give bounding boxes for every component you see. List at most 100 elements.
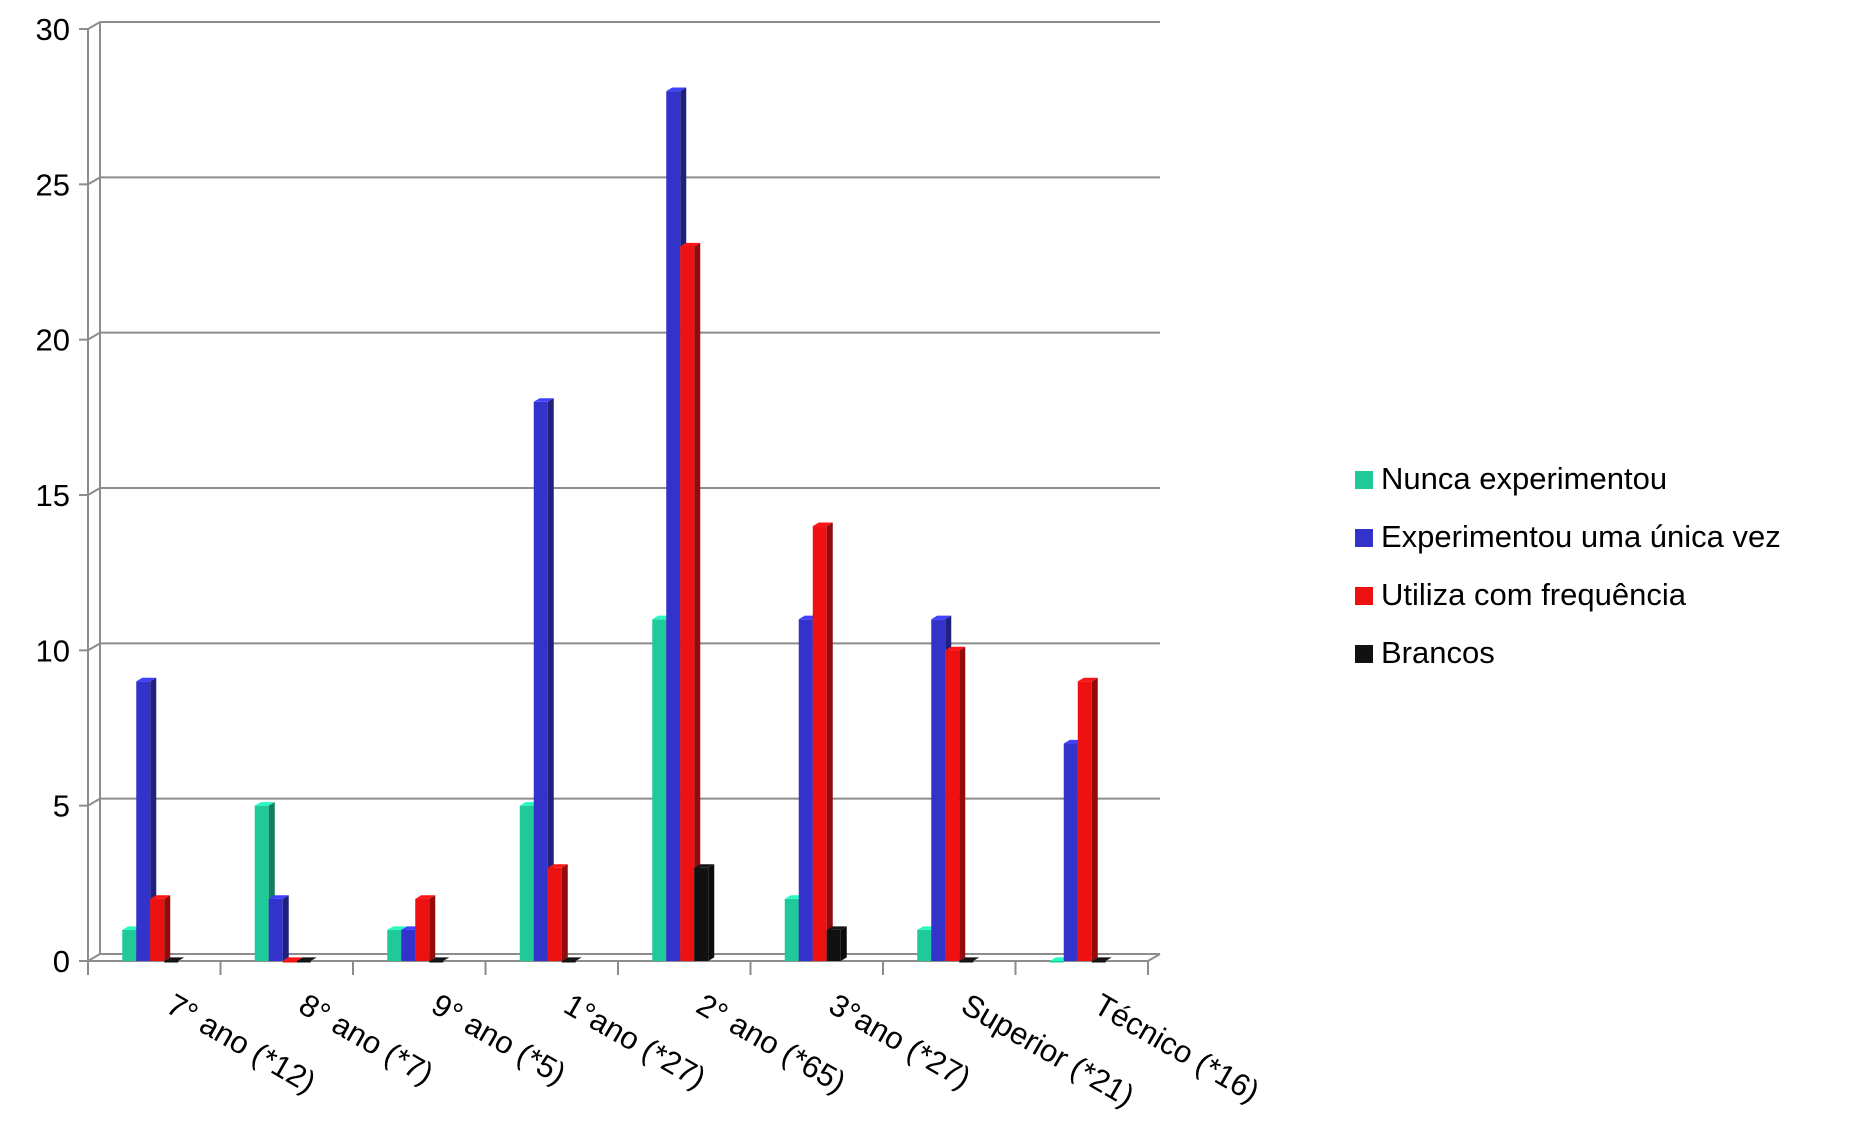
bar-front — [959, 961, 974, 963]
bar — [268, 895, 289, 961]
bar-front — [1049, 961, 1064, 963]
bar — [680, 242, 701, 961]
gridline-depth — [87, 797, 101, 807]
bar-front — [150, 898, 165, 961]
bar-top — [812, 522, 833, 527]
gridline-depth — [87, 21, 101, 30]
legend-swatch — [1355, 645, 1373, 663]
bar-front — [136, 681, 151, 961]
bar-side — [164, 895, 171, 961]
bar-front — [268, 898, 283, 961]
bar-top — [415, 895, 436, 899]
bar-front — [652, 619, 667, 961]
bar — [150, 895, 171, 961]
bar — [694, 864, 715, 961]
bar-side — [282, 895, 289, 961]
bar — [164, 957, 185, 963]
bar-top — [254, 802, 275, 806]
y-tick-label: 10 — [36, 633, 70, 668]
bar-front — [1091, 961, 1106, 963]
bar-top — [429, 957, 450, 961]
bar-top — [931, 615, 952, 620]
bar — [561, 957, 582, 963]
bar-front — [561, 961, 576, 963]
bar — [812, 522, 833, 961]
bar — [1077, 677, 1098, 961]
bars — [122, 87, 1112, 963]
bar-top — [1077, 677, 1098, 682]
x-tick-label: 2° ano (*65) — [691, 987, 852, 1100]
bar-front — [533, 401, 548, 961]
bar-side — [561, 864, 568, 961]
bar-top — [561, 957, 582, 961]
bar — [282, 957, 303, 963]
bar-side — [694, 242, 701, 961]
bar-front — [1063, 743, 1078, 961]
bar-top — [547, 864, 568, 868]
bar-front — [812, 526, 827, 961]
gridlines — [87, 21, 1160, 962]
bar — [296, 957, 317, 963]
bar-front — [282, 961, 297, 963]
bar-front — [917, 929, 932, 961]
bar — [547, 864, 568, 961]
bar-front — [164, 961, 179, 963]
y-tick-label: 20 — [36, 323, 70, 358]
y-tick-label: 0 — [53, 944, 70, 979]
x-tick-label: 9° ano (*5) — [426, 987, 572, 1092]
bar-side — [840, 926, 847, 961]
bar-front — [826, 929, 841, 961]
axes — [87, 22, 1161, 962]
bar-side — [547, 398, 554, 961]
gridline-depth — [87, 642, 101, 652]
bar — [533, 398, 554, 961]
bar — [959, 957, 980, 963]
bar-front — [429, 961, 444, 963]
bar — [826, 926, 847, 961]
bar-front — [680, 246, 695, 961]
bar-top — [387, 926, 408, 930]
bar — [945, 646, 966, 961]
bar-side — [708, 864, 715, 961]
bar-top — [680, 242, 701, 247]
bar-side — [150, 677, 157, 961]
x-axis-ticks: 7° ano (*12)8° ano (*7)9° ano (*5)1°ano … — [87, 961, 1265, 1114]
bar — [136, 677, 157, 961]
bar — [415, 895, 436, 961]
gridline-depth — [87, 176, 101, 186]
legend-swatch — [1355, 529, 1373, 547]
bar-top — [282, 957, 303, 961]
bar-top — [945, 646, 966, 651]
legend-label: Brancos — [1381, 635, 1495, 670]
bar-front — [694, 867, 709, 961]
floor-edge — [1147, 953, 1161, 962]
x-tick-label: 7° ano (*12) — [161, 987, 322, 1100]
bar-front — [296, 961, 311, 963]
bar-front — [401, 929, 416, 961]
x-tick-label: 3°ano (*27) — [823, 987, 977, 1096]
bar-top — [164, 957, 185, 961]
x-tick-label: 1°ano (*27) — [558, 987, 712, 1096]
y-axis-ticks: 0 5 10 15 20 25 30 — [36, 12, 88, 979]
y-tick-label: 25 — [36, 167, 70, 202]
legend-swatch — [1355, 587, 1373, 605]
bar-front — [798, 619, 813, 961]
bar-front — [415, 898, 430, 961]
legend-label: Experimentou uma única vez — [1381, 519, 1781, 554]
gridline-depth — [87, 953, 101, 962]
gridline-depth — [87, 331, 101, 341]
bar-top — [136, 677, 157, 682]
bar-top — [533, 398, 554, 402]
bar-front — [254, 805, 269, 961]
bar-front — [931, 619, 946, 961]
bar-front — [945, 650, 960, 961]
bar-front — [547, 867, 562, 961]
bar-front — [122, 929, 137, 961]
bar-front — [519, 805, 534, 961]
bar-front — [666, 91, 681, 962]
bar-side — [826, 522, 833, 961]
legend: Nunca experimentou Experimentou uma única… — [1355, 461, 1781, 670]
gridline-depth — [87, 487, 101, 496]
bar-top — [694, 864, 715, 868]
